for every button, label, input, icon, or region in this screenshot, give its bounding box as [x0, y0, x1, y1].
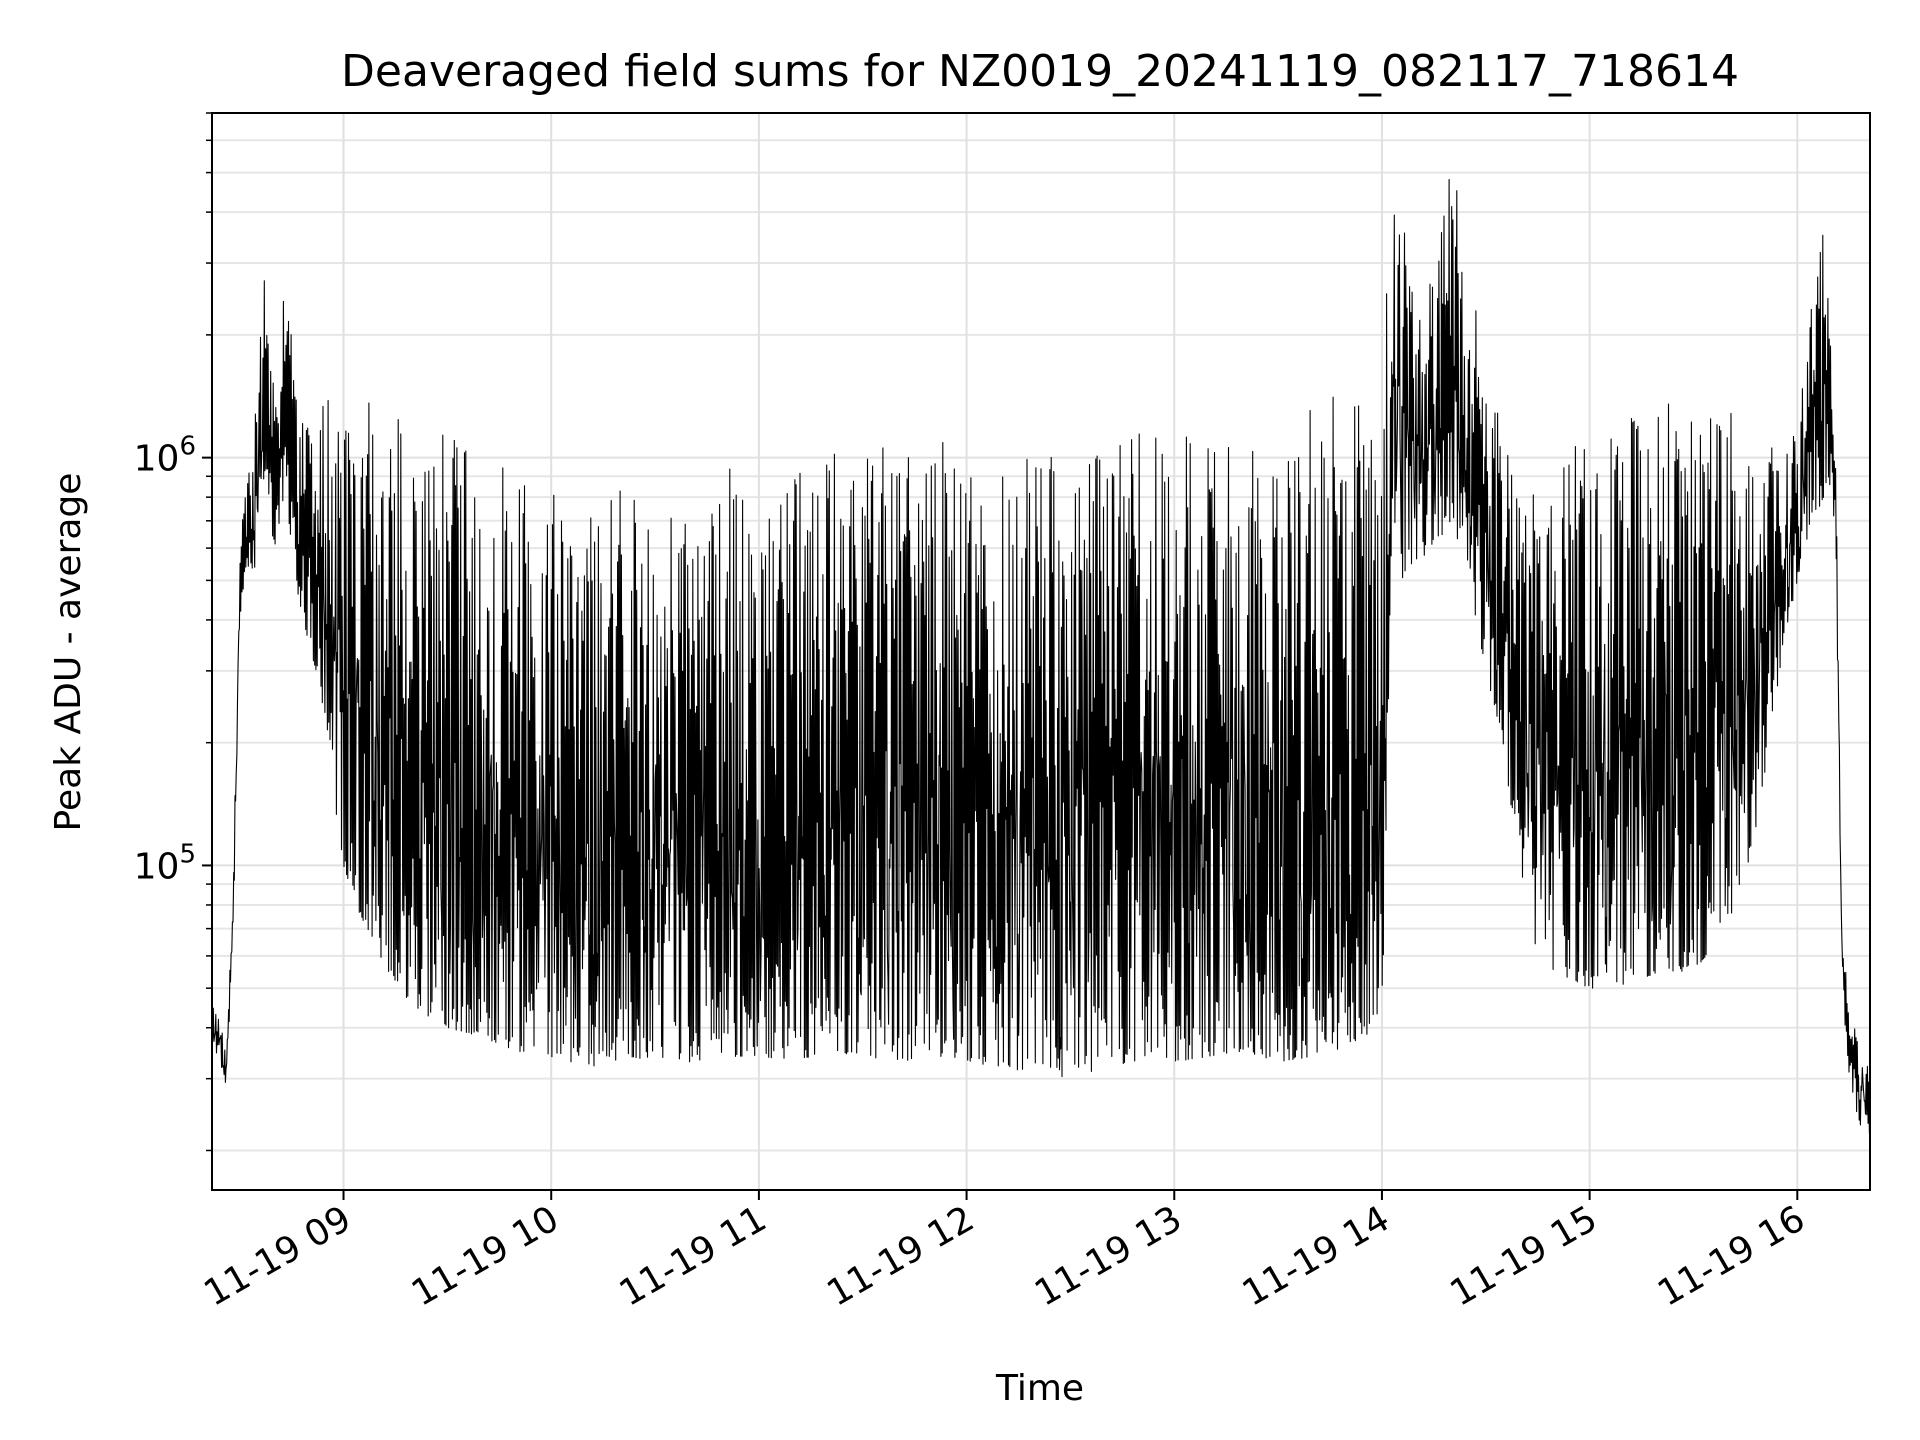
y-axis-label: Peak ADU - average: [48, 473, 89, 832]
series-line: [211, 178, 1871, 1135]
chart-title: Deaveraged field sums for NZ0019_2024111…: [341, 46, 1739, 97]
data-layer: [211, 178, 1871, 1135]
y-tick-label-base: 10: [134, 846, 180, 887]
y-tick-label-base: 10: [134, 439, 180, 480]
y-tick-label-exponent: 5: [179, 839, 196, 869]
plot-frame: [211, 112, 1871, 1191]
y-tick-label: 106: [134, 432, 196, 480]
x-axis-label: Time: [995, 1368, 1084, 1409]
y-tick-label-exponent: 6: [179, 432, 196, 462]
y-tick-label: 105: [134, 839, 196, 887]
